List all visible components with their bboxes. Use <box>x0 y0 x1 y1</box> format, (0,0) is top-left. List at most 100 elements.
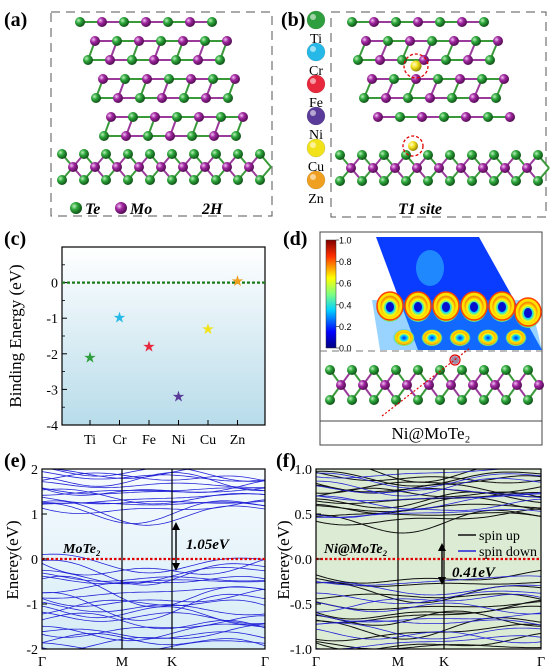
spin-up-band <box>316 601 541 611</box>
panel-a-side-view <box>57 149 272 185</box>
te-atom <box>335 176 345 186</box>
mo-atom <box>336 380 346 390</box>
density-ring-outer <box>514 297 542 327</box>
density-ring-lower <box>395 330 413 344</box>
mo-atom <box>411 74 421 84</box>
valence-band <box>42 599 265 615</box>
t1-site-marker-side <box>402 135 424 157</box>
ytick-label: 0.5 <box>295 508 313 523</box>
band-f-material: Ni@MoTe₂ <box>323 542 388 557</box>
te-atom <box>445 176 455 186</box>
band-e-gap: 1.05eV <box>186 537 231 553</box>
te-atom <box>391 395 401 405</box>
valence-band <box>42 601 265 616</box>
panel-a-frame <box>50 11 273 217</box>
valence-band <box>42 559 265 586</box>
mo-atom <box>413 17 423 27</box>
valence-band <box>42 576 265 594</box>
te-atom <box>215 55 225 65</box>
conduction-band <box>42 493 265 504</box>
mo-legend-label: Mo <box>129 201 152 218</box>
atom-highlight <box>310 174 316 180</box>
panel-d: (d) 1.0 0.8 0.6 0.4 0.2 0.0 Ni@MoTe₂ <box>283 228 544 446</box>
panel-f: (f) -1.0 -0.5 0.0 0.5 1.0 Γ M K Γ Ni@MoTe₂ 0.41e… <box>274 450 545 670</box>
colorbar-ticks: 1.0 0.8 0.6 0.4 0.2 0.0 <box>336 236 352 354</box>
te-atom <box>467 176 477 186</box>
spin-up-band <box>316 482 541 494</box>
te-atom <box>171 55 181 65</box>
te-atom <box>145 149 155 159</box>
mo-atom <box>490 380 500 390</box>
te-atom <box>91 93 101 103</box>
mo-atom <box>193 55 203 65</box>
panel-b-side-view <box>335 135 550 186</box>
te-atom <box>120 74 130 84</box>
ytick-label: -3 <box>46 383 58 398</box>
spin-down-band <box>316 469 541 479</box>
density-core <box>442 302 450 312</box>
mo-atom <box>201 93 211 103</box>
te-atom <box>383 36 393 46</box>
spin-down-band <box>316 612 541 623</box>
ytick-label: 0 <box>31 553 38 568</box>
te-atom <box>123 175 133 185</box>
ytick-label: 2 <box>31 463 38 478</box>
atom-highlight <box>310 78 316 84</box>
te-atom <box>533 176 543 186</box>
ytick-label: -1 <box>46 312 58 327</box>
te-atom <box>357 176 367 186</box>
mo-atom <box>493 36 503 46</box>
mo-atom <box>505 112 515 122</box>
ytick-label: -2 <box>46 348 58 363</box>
mo-atom <box>90 162 100 172</box>
te-atom <box>471 36 481 46</box>
dopant-atom <box>408 141 418 151</box>
k-point-label: M <box>392 655 405 670</box>
density-ring-lower <box>451 330 469 344</box>
te-atom <box>83 55 93 65</box>
conduction-band <box>42 487 265 495</box>
spin-up-band <box>316 512 541 517</box>
te-atom <box>325 395 335 405</box>
valence-band <box>42 558 265 576</box>
panel-e: (e) -2 -1 0 1 2 Γ M K Γ MoTe₂ 1.05eV Enerey(eV) <box>3 450 269 670</box>
te-atom <box>79 175 89 185</box>
te-atom <box>216 112 226 122</box>
mo-atom <box>522 163 532 173</box>
te-atom <box>163 17 173 27</box>
te-atom <box>403 93 413 103</box>
panel-d-side-view <box>325 356 544 405</box>
te-atom <box>389 74 399 84</box>
te-atom <box>483 112 493 122</box>
binding-plot-background <box>62 247 265 425</box>
phase-label: 2H <box>201 201 223 218</box>
te-atom <box>523 395 533 405</box>
zn-atom-swatch <box>306 170 326 190</box>
panel-d-label: (d) <box>283 228 307 250</box>
te-atom <box>479 395 489 405</box>
te-atom <box>413 365 423 375</box>
cr-atom-swatch <box>306 42 326 62</box>
mo-atom <box>434 163 444 173</box>
ytick-label: 1 <box>31 508 38 523</box>
mo-atom <box>380 380 390 390</box>
band-e-axes: -2 -1 0 1 2 Γ M K Γ <box>26 463 269 670</box>
binding-axes: -4 -3 -2 -1 0 Ti Cr Fe Ni Cu Zn <box>46 264 265 448</box>
te-atom <box>187 131 197 141</box>
binding-marks: ★ ★ ★ ★ ★ ★ <box>83 272 244 406</box>
mo-atom <box>405 36 415 46</box>
te-atom <box>489 150 499 160</box>
spin-down-band <box>316 628 541 644</box>
panel-b: (b) Ti Cr Fe Ni Cu Zn T1 site <box>281 9 550 218</box>
ytick-label: -4 <box>46 419 58 434</box>
spin-down-band <box>316 581 541 596</box>
spin-up-band <box>316 471 541 484</box>
mo-atom <box>373 112 383 122</box>
spin-up-band <box>316 509 541 534</box>
binding-star-fe: ★ <box>142 338 155 356</box>
te-atom <box>233 175 243 185</box>
density-ring-lower <box>479 330 497 344</box>
spin-down-band <box>316 590 541 604</box>
panel-b-label: (b) <box>281 9 305 31</box>
